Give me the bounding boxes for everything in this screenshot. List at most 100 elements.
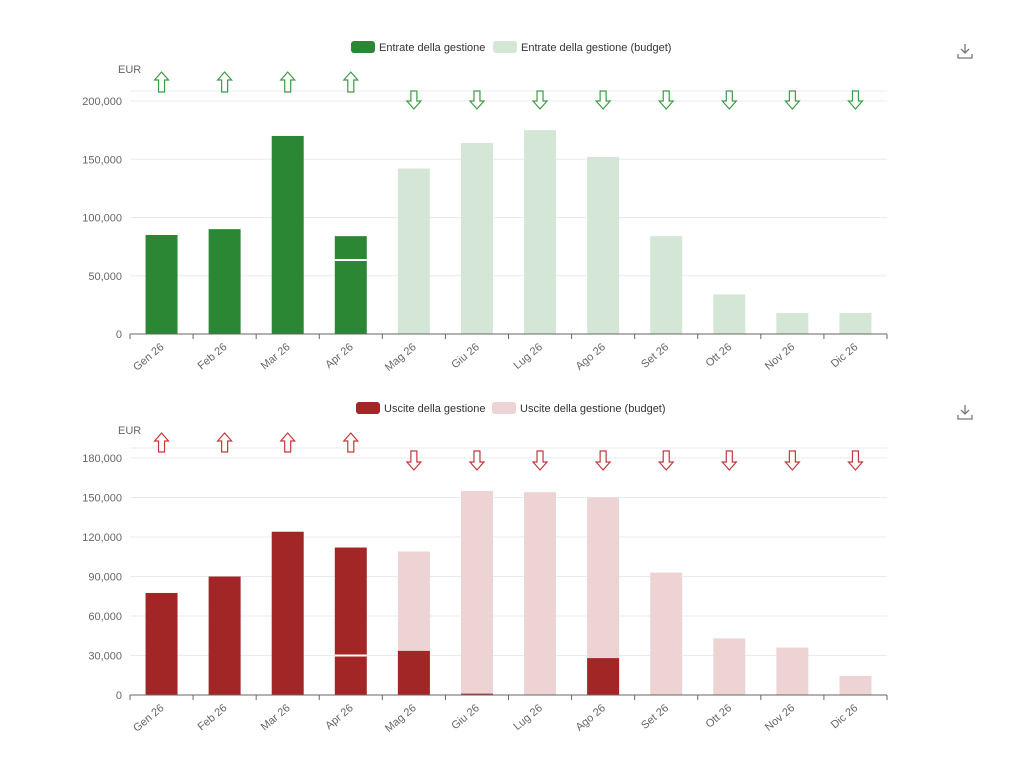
arrow-down-icon: [847, 90, 864, 110]
bar-actual: [334, 236, 367, 334]
chart-1: Entrate della gestione Entrate della gest…: [82, 41, 888, 374]
y-tick-label: 0: [116, 329, 122, 341]
bar-actual: [271, 135, 304, 334]
x-tick-label: Mag 26: [383, 341, 419, 374]
x-tick-label: Feb 26: [196, 341, 230, 372]
legend-swatch[interactable]: [492, 402, 516, 414]
x-tick-label: Gen 26: [131, 341, 166, 373]
y-tick-label: 120,000: [82, 532, 122, 544]
bar-budget: [713, 294, 746, 334]
bar-actual: [587, 658, 620, 695]
bar-budget: [524, 492, 557, 695]
legend-swatch[interactable]: [356, 402, 380, 414]
bar-budget: [587, 156, 620, 334]
y-tick-label: 180,000: [82, 453, 122, 465]
arrow-down-icon: [847, 450, 864, 471]
x-tick-label: Dic 26: [829, 702, 861, 731]
x-tick-label: Apr 26: [323, 341, 356, 371]
legend-swatch[interactable]: [493, 41, 517, 53]
bar-budget: [650, 236, 683, 334]
y-tick-label: 90,000: [88, 572, 122, 584]
arrow-up-icon: [279, 71, 297, 93]
arrow-down-icon: [720, 450, 738, 471]
x-tick-label: Giu 26: [449, 341, 482, 371]
x-tick-label: Nov 26: [763, 702, 797, 734]
chart-2: Uscite della gestione Uscite della gestio…: [82, 402, 888, 735]
bar-budget: [397, 168, 430, 334]
x-tick-label: Feb 26: [196, 702, 230, 733]
bar-budget: [713, 638, 746, 695]
arrow-up-icon: [153, 71, 170, 93]
arrow-up-icon: [216, 71, 233, 93]
bar-actual: [208, 576, 241, 695]
x-tick-label: Mag 26: [383, 702, 419, 735]
arrow-down-icon: [405, 450, 423, 471]
bar-actual: [145, 234, 178, 334]
y-tick-label: 0: [116, 690, 122, 702]
download-icon[interactable]: [956, 403, 974, 421]
bar-actual: [334, 547, 367, 695]
bar-budget: [460, 142, 493, 334]
x-tick-label: Nov 26: [763, 341, 797, 373]
arrow-down-icon: [468, 450, 486, 471]
arrow-down-icon: [657, 450, 675, 471]
arrow-down-icon: [720, 90, 738, 110]
y-axis-unit: EUR: [118, 425, 141, 437]
arrow-down-icon: [531, 450, 549, 471]
bar-budget: [839, 313, 872, 334]
bar-actual: [208, 229, 241, 334]
y-tick-label: 60,000: [88, 611, 122, 623]
arrow-down-icon: [594, 90, 612, 110]
y-tick-label: 30,000: [88, 651, 122, 663]
y-tick-label: 50,000: [88, 271, 122, 283]
arrow-up-icon: [153, 432, 170, 453]
x-tick-label: Ago 26: [574, 341, 608, 373]
bar-actual: [460, 693, 493, 695]
y-tick-label: 100,000: [82, 213, 122, 225]
arrow-down-icon: [468, 90, 486, 110]
x-tick-label: Dic 26: [829, 341, 861, 370]
arrow-down-icon: [405, 90, 423, 110]
arrow-down-icon: [657, 90, 675, 110]
x-tick-label: Ott 26: [704, 702, 735, 730]
arrow-up-icon: [342, 432, 360, 453]
x-tick-label: Mar 26: [259, 341, 293, 372]
bar-budget: [839, 675, 872, 695]
arrow-down-icon: [784, 90, 801, 110]
legend-label[interactable]: Entrate della gestione: [379, 42, 485, 54]
x-tick-label: Ott 26: [704, 341, 735, 369]
y-axis-unit: EUR: [118, 64, 141, 76]
x-tick-label: Set 26: [639, 341, 671, 371]
x-tick-label: Gen 26: [131, 702, 166, 734]
x-tick-label: Lug 26: [511, 702, 544, 733]
bar-budget: [524, 130, 557, 334]
y-tick-label: 150,000: [82, 493, 122, 505]
download-icon[interactable]: [956, 42, 974, 60]
x-tick-label: Giu 26: [449, 702, 482, 732]
x-tick-label: Ago 26: [574, 702, 608, 734]
legend-label[interactable]: Uscite della gestione: [384, 403, 486, 415]
legend-label[interactable]: Uscite della gestione (budget): [520, 403, 666, 415]
arrow-up-icon: [279, 432, 297, 453]
y-tick-label: 150,000: [82, 154, 122, 166]
bar-actual: [145, 592, 178, 695]
legend-label[interactable]: Entrate della gestione (budget): [521, 42, 671, 54]
x-tick-label: Set 26: [639, 702, 671, 732]
arrow-down-icon: [594, 450, 612, 471]
bar-actual: [397, 650, 430, 695]
x-tick-label: Mar 26: [259, 702, 293, 733]
y-tick-label: 200,000: [82, 96, 122, 108]
arrow-up-icon: [216, 432, 233, 453]
bar-budget: [650, 572, 683, 695]
arrow-up-icon: [342, 71, 360, 93]
x-tick-label: Apr 26: [323, 702, 356, 732]
bar-budget: [460, 490, 493, 695]
arrow-down-icon: [784, 450, 801, 471]
legend-swatch[interactable]: [351, 41, 375, 53]
bar-budget: [776, 313, 809, 334]
bar-actual: [271, 531, 304, 695]
bar-budget: [776, 647, 809, 695]
x-tick-label: Lug 26: [511, 341, 544, 372]
arrow-down-icon: [531, 90, 549, 110]
